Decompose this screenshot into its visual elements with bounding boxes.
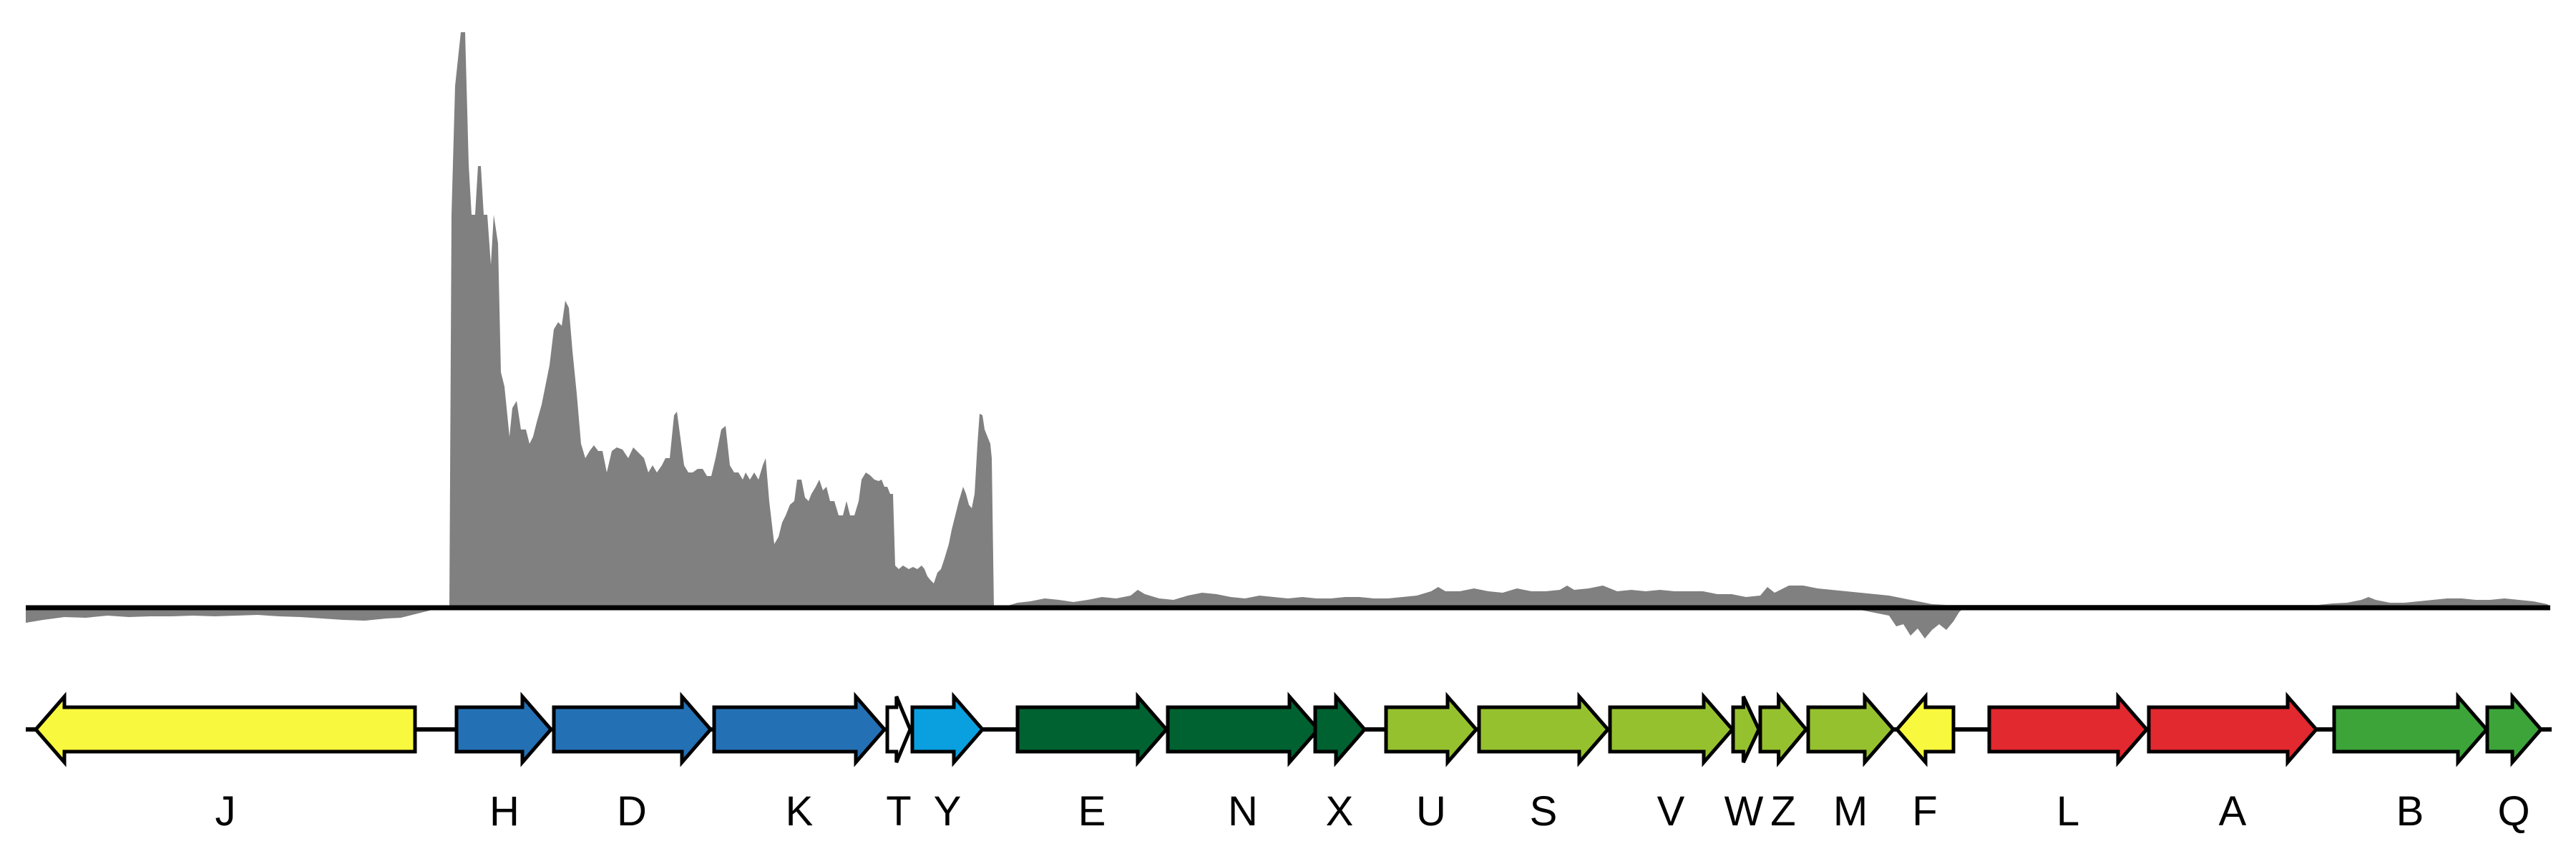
- gene-arrow-q: [2485, 691, 2544, 767]
- gene-label-e: E: [1078, 788, 1106, 835]
- gene-label-k: K: [786, 788, 814, 835]
- gene-arrow-k: [712, 691, 887, 767]
- gene-arrow-l: [1987, 691, 2150, 767]
- gene-label-a: A: [2219, 788, 2247, 835]
- gene-label-z: Z: [1770, 788, 1795, 835]
- gene-arrow-z: [1758, 691, 1809, 767]
- gene-arrow-b: [2332, 691, 2489, 767]
- gene-label-t: T: [886, 788, 911, 835]
- gene-arrow-f: [1894, 691, 1956, 767]
- gene-arrow-m: [1806, 691, 1896, 767]
- gene-label-b: B: [2396, 788, 2424, 835]
- gene-arrow-d: [552, 691, 713, 767]
- coverage-track: [26, 32, 2550, 639]
- gene-arrow-a: [2147, 691, 2319, 767]
- gene-label-w: W: [1724, 788, 1764, 835]
- coverage-positive-area: [26, 32, 2550, 608]
- coverage-negative-area: [26, 608, 1964, 639]
- gene-label-u: U: [1416, 788, 1446, 835]
- gene-arrow-u: [1384, 691, 1479, 767]
- gene-arrow-h: [454, 691, 554, 767]
- gene-label-h: H: [489, 788, 519, 835]
- gene-label-j: J: [215, 788, 236, 835]
- gene-arrow-v: [1608, 691, 1735, 767]
- gene-arrow-e: [1015, 691, 1169, 767]
- gene-arrow-x: [1313, 691, 1367, 767]
- gene-arrow-n: [1166, 691, 1321, 767]
- gene-label-l: L: [2057, 788, 2079, 835]
- gene-label-f: F: [1912, 788, 1937, 835]
- gene-label-s: S: [1530, 788, 1558, 835]
- gene-arrow-j: [33, 691, 417, 767]
- gene-arrow-s: [1477, 691, 1611, 767]
- gene-label-q: Q: [2497, 788, 2529, 835]
- gene-arrow-y: [910, 691, 985, 767]
- gene-label-v: V: [1657, 788, 1685, 835]
- gene-label-n: N: [1228, 788, 1258, 835]
- gene-label-m: M: [1833, 788, 1868, 835]
- gene-label-d: D: [617, 788, 647, 835]
- gene-label-y: Y: [934, 788, 962, 835]
- gene-arrow-t: [885, 696, 912, 763]
- gene-arrows: [33, 691, 2544, 767]
- gene-label-x: X: [1326, 788, 1354, 835]
- gene-arrow-w: [1731, 695, 1761, 764]
